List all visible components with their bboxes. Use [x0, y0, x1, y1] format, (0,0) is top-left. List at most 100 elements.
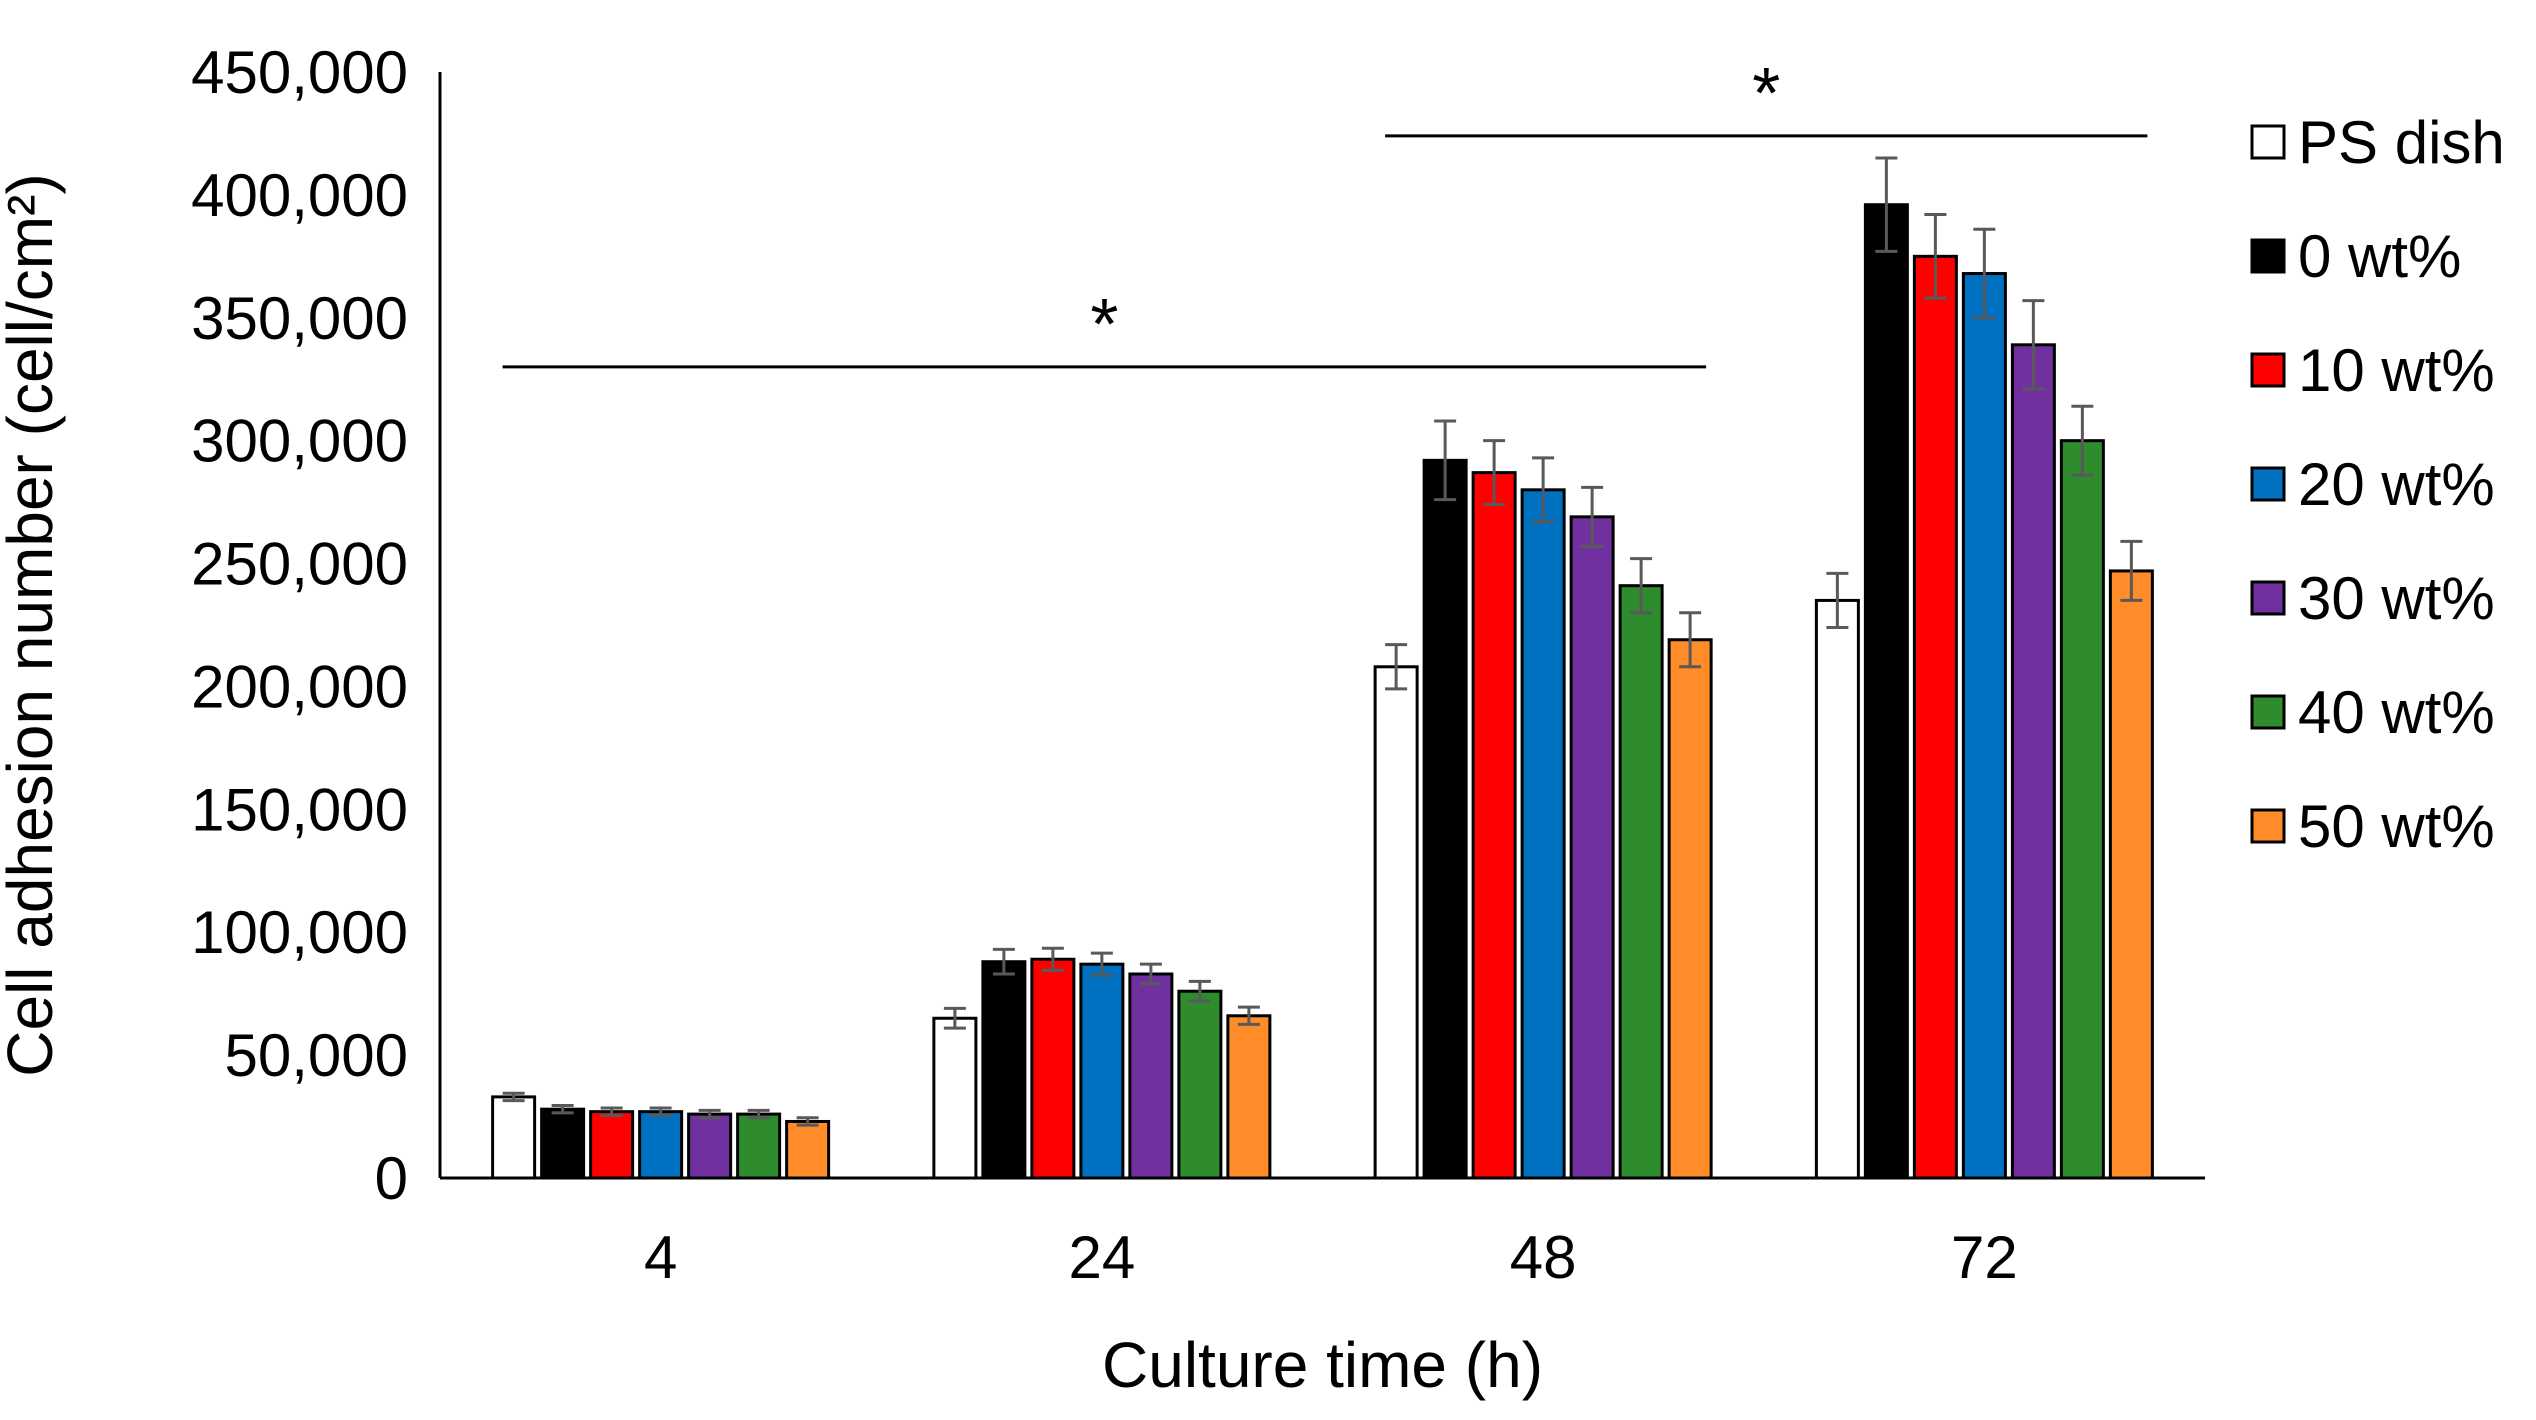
legend-item: 10 wt% [2250, 337, 2495, 404]
bar [736, 1112, 782, 1180]
error-bar [1188, 979, 1211, 1003]
bar [1422, 458, 1468, 1180]
y-tick-labels: 0 50,000 100,000 150,000 200,000 250,000 300,0… [191, 39, 408, 1212]
bar [1471, 471, 1517, 1180]
error-bar [1434, 419, 1457, 502]
bar [1814, 598, 1860, 1180]
legend: PS dish 0 wt% 10 wt% 20 wt% 30 wt% 40 wt% 50 w… [2250, 109, 2505, 860]
error-bar [1237, 1005, 1260, 1026]
error-bar [502, 1091, 525, 1103]
error-bar [1385, 643, 1408, 691]
bar [2059, 439, 2105, 1180]
error-bar [1973, 227, 1996, 320]
bar [981, 960, 1027, 1180]
legend-item: 0 wt% [2250, 223, 2461, 290]
error-bar-group [502, 156, 2143, 1127]
legend-swatch [2250, 466, 2286, 502]
error-bar [2022, 299, 2045, 391]
error-bar [1630, 557, 1653, 615]
axes [438, 72, 2205, 1180]
legend-label: 0 wt% [2298, 223, 2461, 290]
error-bar [1581, 485, 1604, 548]
bar [1373, 665, 1419, 1180]
y-tick-label: 300,000 [191, 408, 408, 475]
legend-swatch [2250, 352, 2286, 388]
bar [1961, 272, 2007, 1180]
x-tick-labels: 4 24 48 72 [644, 1224, 2018, 1291]
error-bar [992, 947, 1015, 976]
error-bar [2120, 539, 2143, 602]
y-tick-label: 150,000 [191, 776, 408, 843]
significance-star: * [1090, 285, 1118, 365]
legend-label: 50 wt% [2298, 793, 2495, 860]
error-bar [600, 1106, 623, 1117]
bar [540, 1107, 586, 1180]
legend-label: 10 wt% [2298, 337, 2495, 404]
bar [589, 1110, 635, 1180]
legend-swatch [2250, 124, 2286, 160]
error-bar [2071, 404, 2094, 477]
error-bar [943, 1006, 966, 1030]
error-bar [1139, 962, 1162, 986]
error-bar [1532, 456, 1555, 524]
legend-item: 20 wt% [2250, 451, 2495, 518]
bar [785, 1119, 831, 1180]
x-tick-label: 72 [1951, 1224, 2018, 1291]
legend-label: 30 wt% [2298, 565, 2495, 632]
bar [1030, 957, 1076, 1180]
bar-group [491, 203, 2154, 1180]
bar [491, 1095, 537, 1180]
y-tick-label: 400,000 [191, 162, 408, 229]
bar [1079, 962, 1125, 1180]
error-bar [1090, 951, 1113, 977]
y-tick-label: 350,000 [191, 285, 408, 352]
y-tick-label: 200,000 [191, 653, 408, 720]
bar [687, 1112, 733, 1180]
error-bar [1679, 611, 1702, 669]
legend-item: PS dish [2250, 109, 2505, 176]
significance-annotations: ** [502, 54, 2148, 369]
error-bar [1924, 213, 1947, 300]
error-bar [1826, 571, 1849, 629]
error-bar [796, 1116, 819, 1127]
y-tick-label: 250,000 [191, 531, 408, 598]
legend-item: 40 wt% [2250, 679, 2495, 746]
significance-star: * [1752, 54, 1780, 134]
error-bar [1483, 439, 1506, 507]
legend-label: PS dish [2298, 109, 2505, 176]
bar [1912, 254, 1958, 1180]
bar [1863, 203, 1909, 1180]
bar [932, 1016, 978, 1180]
legend-label: 40 wt% [2298, 679, 2495, 746]
bar [638, 1110, 684, 1180]
legend-swatch [2250, 694, 2286, 730]
bar [1569, 515, 1615, 1180]
bar [1667, 638, 1713, 1180]
legend-item: 50 wt% [2250, 793, 2495, 860]
x-tick-label: 48 [1510, 1224, 1577, 1291]
legend-swatch [2250, 808, 2286, 844]
legend-swatch [2250, 238, 2286, 274]
bar [2108, 569, 2154, 1180]
error-bar [1875, 156, 1898, 253]
y-tick-label: 100,000 [191, 899, 408, 966]
x-tick-label: 24 [1069, 1224, 1136, 1291]
bar [1520, 488, 1566, 1180]
legend-swatch [2250, 580, 2286, 616]
y-axis-label: Cell adhesion number (cell/cm²) [0, 173, 66, 1076]
error-bar [1041, 946, 1064, 972]
y-tick-label: 0 [375, 1145, 408, 1212]
x-axis-label: Culture time (h) [1102, 1329, 1543, 1401]
bar [1226, 1014, 1272, 1180]
y-tick-label: 50,000 [224, 1022, 408, 1089]
error-bar [747, 1108, 770, 1120]
y-tick-label: 450,000 [191, 39, 408, 106]
legend-item: 30 wt% [2250, 565, 2495, 632]
legend-label: 20 wt% [2298, 451, 2495, 518]
bar [1177, 989, 1223, 1180]
error-bar [698, 1108, 721, 1120]
error-bar [551, 1103, 574, 1115]
error-bar [649, 1106, 672, 1117]
